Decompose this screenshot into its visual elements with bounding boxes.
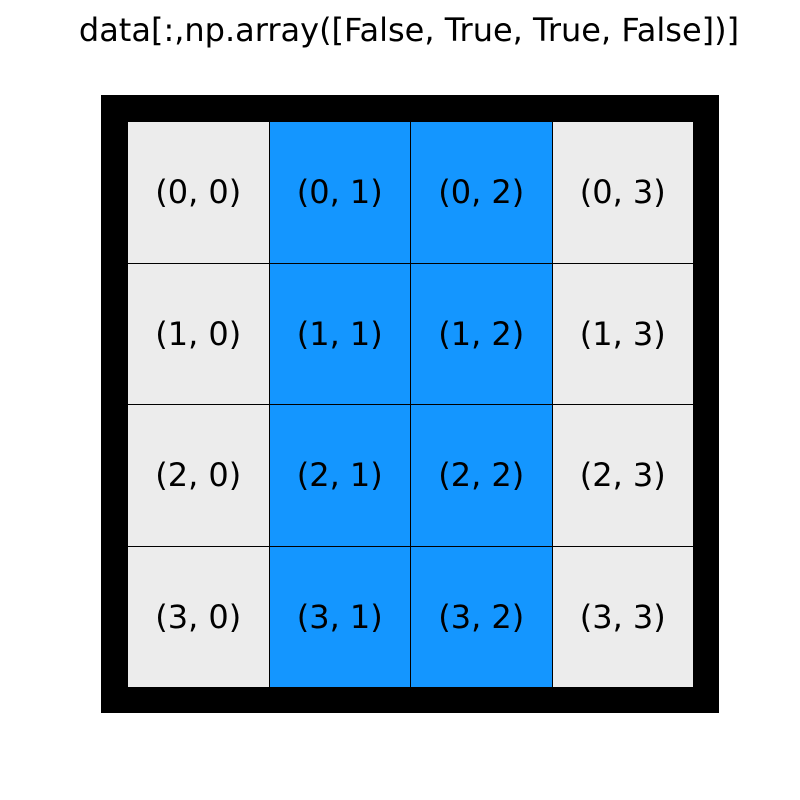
unselected-cell: (1, 3) bbox=[552, 263, 693, 404]
selected-cell: (3, 1) bbox=[269, 546, 410, 687]
array-frame: (0, 0) (0, 1) (0, 2) (0, 3) (1, 0) (1, 1) (1, … bbox=[101, 95, 719, 713]
unselected-cell: (3, 3) bbox=[552, 546, 693, 687]
selected-cell: (0, 1) bbox=[269, 122, 410, 263]
unselected-cell: (3, 0) bbox=[128, 546, 269, 687]
diagram-title: data[:,np.array([False, True, True, Fals… bbox=[78, 11, 740, 49]
unselected-cell: (2, 0) bbox=[128, 405, 269, 546]
selected-cell: (0, 2) bbox=[411, 122, 552, 263]
selected-cell: (1, 1) bbox=[269, 263, 410, 404]
array-grid: (0, 0) (0, 1) (0, 2) (0, 3) (1, 0) (1, 1) (1, … bbox=[128, 122, 693, 687]
unselected-cell: (1, 0) bbox=[128, 263, 269, 404]
unselected-cell: (0, 3) bbox=[552, 122, 693, 263]
selected-cell: (1, 2) bbox=[411, 263, 552, 404]
unselected-cell: (0, 0) bbox=[128, 122, 269, 263]
unselected-cell: (2, 3) bbox=[552, 405, 693, 546]
selected-cell: (2, 2) bbox=[411, 405, 552, 546]
selected-cell: (3, 2) bbox=[411, 546, 552, 687]
selected-cell: (2, 1) bbox=[269, 405, 410, 546]
